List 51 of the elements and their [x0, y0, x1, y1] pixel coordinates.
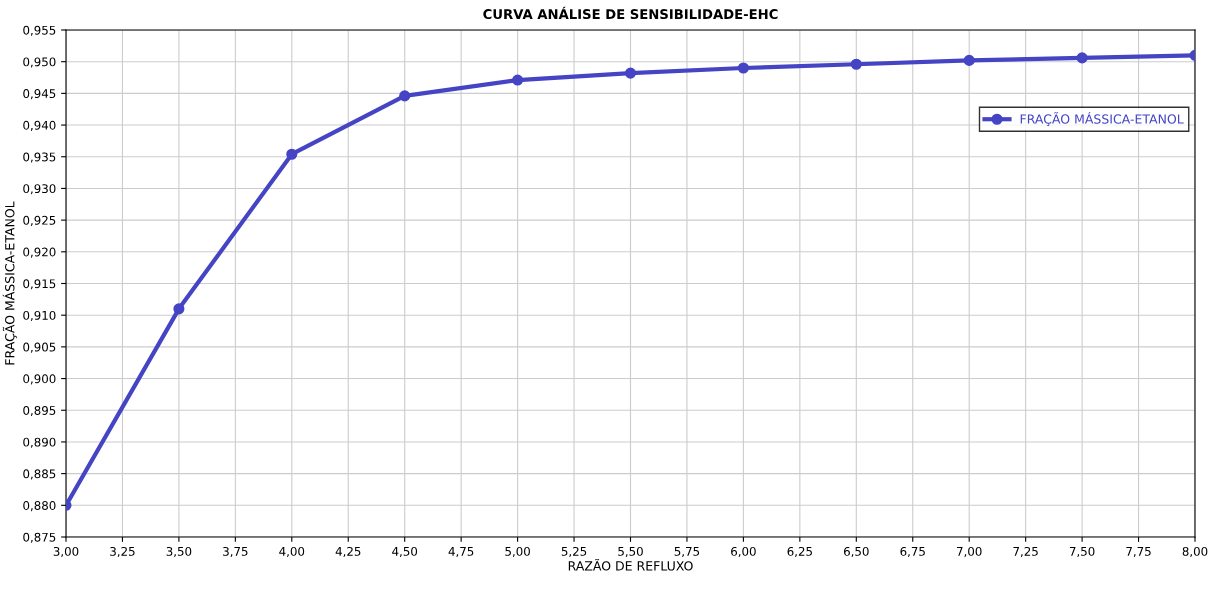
x-tick-label: 8,00	[1182, 546, 1208, 558]
y-tick-label: 0,950	[23, 57, 56, 68]
y-tick-label: 0,955	[23, 25, 56, 36]
x-tick-label: 6,25	[787, 546, 812, 558]
y-tick-label: 0,905	[23, 342, 56, 353]
x-tick-label: 7,00	[957, 546, 982, 558]
x-tick-label: 5,25	[561, 546, 587, 558]
point	[399, 90, 411, 102]
y-tick-label: 0,880	[23, 501, 56, 512]
y-tick-label: 0,890	[23, 437, 56, 448]
x-tick-label: 7,75	[1126, 547, 1151, 558]
legend-label: FRAÇÃO MÁSSICA-ETANOL	[1020, 112, 1184, 127]
y-tick-label: 0,875	[23, 532, 56, 543]
point	[173, 303, 185, 315]
x-tick-label: 4,50	[392, 546, 418, 558]
point	[512, 74, 524, 86]
x-tick-label: 3,75	[223, 546, 248, 558]
x-tick-label: 6,75	[900, 546, 925, 558]
point	[286, 148, 298, 160]
x-tick-label: 5,00	[505, 546, 530, 558]
x-tick-label: 3,25	[110, 546, 135, 558]
y-tick-label: 0,945	[23, 89, 56, 100]
y-tick-label: 0,925	[23, 215, 56, 226]
x-tick-label: 5,75	[674, 547, 700, 558]
y-tick-label: 0,940	[23, 120, 56, 131]
x-tick-label: 3,00	[53, 546, 79, 558]
y-tick-label: 0,900	[23, 374, 56, 385]
y-tick-label: 0,930	[23, 184, 56, 195]
point	[850, 58, 862, 70]
x-tick-label: 6,00	[731, 546, 756, 558]
x-tick-label: 6,50	[843, 546, 869, 558]
x-tick-label: 4,00	[279, 546, 305, 558]
point	[963, 54, 975, 66]
point	[624, 67, 637, 79]
y-tick-label: 0,935	[23, 152, 56, 163]
x-tick-label: 5,50	[618, 546, 643, 558]
y-axis-title: FRAÇÃO MÁSSICA-ETANOL	[2, 201, 17, 365]
x-tick-label: 3,50	[166, 546, 192, 558]
y-tick-label: 0,920	[23, 247, 56, 258]
x-tick-label: 7,25	[1013, 546, 1038, 558]
point	[737, 62, 749, 74]
x-axis-title: RAZÃO DE REFLUXO	[568, 558, 693, 571]
x-tick-label: 7,50	[1069, 546, 1095, 558]
y-tick-label: 0,910	[23, 310, 56, 322]
x-tick-label: 4,25	[335, 546, 361, 558]
point	[1076, 52, 1088, 64]
x-tick-label: 4,75	[448, 547, 474, 558]
y-tick-label: 0,915	[23, 279, 56, 290]
y-tick-label: 0,885	[23, 469, 56, 480]
y-tick-label: 0,895	[23, 405, 56, 417]
chart-title: CURVA ANÁLISE DE SENSIBILIDADE-EHC	[483, 6, 778, 20]
